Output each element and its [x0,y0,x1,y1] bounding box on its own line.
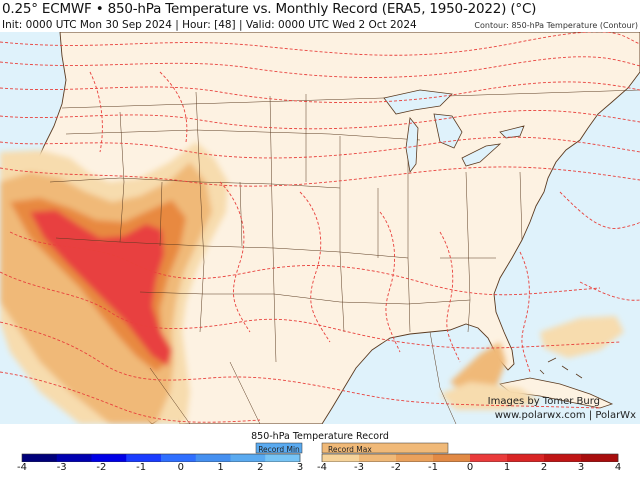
land-bahamas [539,357,583,379]
colorbar-max-segment [544,454,582,462]
map-subtitle: Init: 0000 UTC Mon 30 Sep 2024 | Hour: [… [2,19,417,31]
colorbar-tick-label: -3 [56,462,67,473]
colorbar-tick-label: 2 [540,462,548,473]
colorbar-tick-label: -1 [428,462,438,473]
colorbar-min-segment [22,454,58,462]
colorbar-tick-label: 4 [614,462,622,473]
colorbar-tick-label: -2 [96,462,107,473]
colorbar-tick-label: 3 [577,462,585,473]
credit-website: www.polarwx.com | PolarWx [494,410,636,421]
colorbar-tick-label: -2 [391,462,401,473]
colorbar [21,442,619,462]
header: 0.25° ECMWF • 850-hPa Temperature vs. Mo… [0,0,640,32]
great-lakes [383,89,525,173]
record-max-label-box [321,442,449,454]
colorbar-min-segment [230,454,266,462]
colorbar-title: 850-hPa Temperature Record [251,431,389,442]
colorbar-tick-label: 2 [257,462,264,473]
colorbar-tick-label: 0 [177,462,185,473]
colorbar-min-frame [21,453,301,462]
colorbar-tick-label: -3 [354,462,364,473]
colorbar-max-frame [321,453,619,462]
colorbar-tick-label: -1 [136,462,147,473]
colorbar-max-segment [359,454,397,462]
temperature-contours [0,32,640,423]
colorbar-min-segment [161,454,197,462]
colorbar-tick-label: 3 [296,462,304,473]
record-min-label: Record Min [258,445,300,454]
map-panel: Images by Tomer Burg www.polarwx.com | P… [0,32,640,424]
credit-author: Images by Tomer Burg [487,396,600,407]
colorbar-tick-label: -4 [317,462,327,473]
colorbar-max-segment [322,454,360,462]
contour-label: Contour: 850-hPa Temperature (Contour) [474,21,638,30]
state-boundaries [49,89,640,424]
colorbar-min-segment [56,454,92,462]
colorbar-max-segment [581,454,619,462]
colorbar-max-segment [433,454,471,462]
colorbar-tick-label: 0 [466,462,474,473]
record-max-label: Record Max [328,445,372,454]
colorbar-tick-label: 1 [217,462,224,473]
colorbar-max-segment [396,454,434,462]
colorbar-max-segment [470,454,508,462]
colorbar-max-segment [507,454,545,462]
record-min-label-box [255,442,303,454]
anomaly-shading [0,142,624,424]
colorbar-tick-label: 1 [503,462,511,473]
colorbar-min-segment [195,454,231,462]
colorbar-min-segment [126,454,162,462]
colorbar-min-segment [265,454,301,462]
colorbar-record-max [322,454,619,462]
colorbar-tick-label: -4 [17,462,27,473]
colorbar-record-min [22,454,301,462]
map-canvas [0,32,640,424]
map-title: 0.25° ECMWF • 850-hPa Temperature vs. Mo… [2,1,537,17]
colorbar-min-segment [91,454,127,462]
